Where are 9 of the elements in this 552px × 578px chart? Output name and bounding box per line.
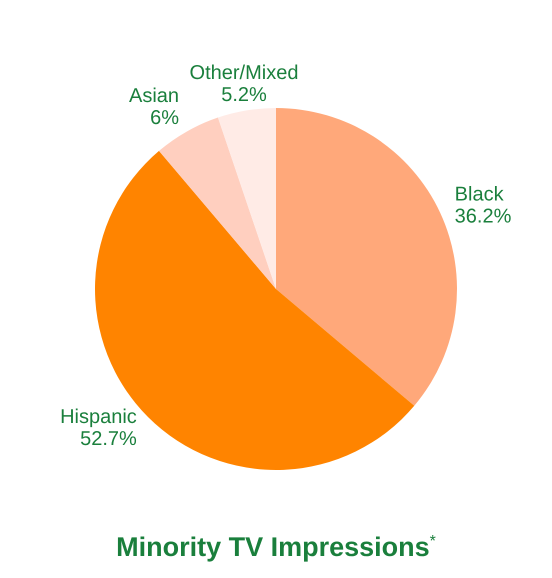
data-label: 5.2% xyxy=(221,84,267,106)
data-label: 36.2% xyxy=(454,206,512,228)
data-label: 6% xyxy=(150,107,180,130)
slice-label: Asian xyxy=(128,85,180,108)
slice-label: Hispanic xyxy=(60,406,137,428)
slice-label: Other/Mixed xyxy=(190,62,298,84)
slice-label: Black xyxy=(454,184,505,206)
text: Minority TV Impressions$^{*}$ xyxy=(115,532,437,563)
data-label: 52.7% xyxy=(80,428,138,450)
